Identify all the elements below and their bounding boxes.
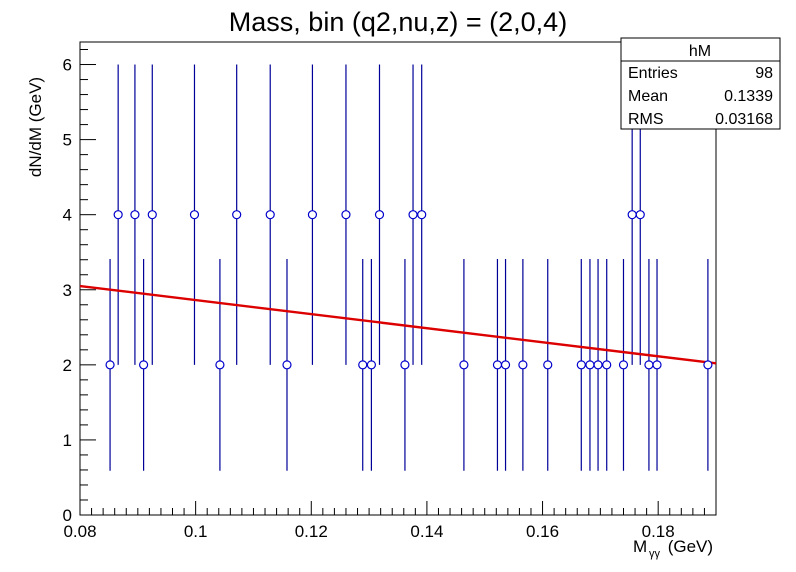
data-point [366, 360, 377, 370]
data-point [644, 360, 654, 370]
data-point [576, 360, 586, 370]
stats-rms-label: RMS [628, 111, 664, 128]
data-point [459, 360, 469, 370]
y-tick-label: 5 [63, 131, 72, 150]
data-point [627, 210, 637, 220]
data-point [232, 210, 242, 220]
data-point [543, 360, 553, 370]
x-tick-label: 0.12 [295, 522, 328, 541]
stats-box-title: hM [689, 43, 711, 60]
data-point [400, 360, 410, 370]
x-axis-title: M γγ (GeV) [633, 537, 713, 560]
error-bars [109, 64, 709, 471]
data-point [105, 360, 115, 370]
data-point [113, 210, 123, 220]
stats-rms-value: 0.03168 [715, 111, 773, 128]
y-tick-label: 0 [63, 506, 72, 525]
y-axis: 0 1 2 3 4 5 6 [63, 49, 96, 525]
x-tick-label: 0.08 [63, 522, 96, 541]
stats-entries-label: Entries [628, 65, 678, 82]
data-point [282, 360, 292, 370]
x-tick-label: 0.16 [526, 522, 559, 541]
data-point [602, 360, 612, 370]
data-point [703, 360, 713, 370]
data-point [500, 360, 511, 370]
data-point [215, 360, 225, 370]
data-point [374, 210, 385, 220]
chart-title: Mass, bin (q2,nu,z) = (2,0,4) [229, 7, 567, 37]
y-tick-label: 1 [63, 431, 72, 450]
data-point [307, 210, 318, 220]
data-point [358, 360, 368, 370]
y-tick-label: 6 [63, 56, 72, 75]
data-point [408, 210, 418, 220]
data-points [105, 210, 713, 370]
stats-mean-value: 0.1339 [724, 88, 773, 105]
y-tick-label: 4 [63, 206, 72, 225]
fit-line [79, 284, 717, 365]
x-tick-label: 0.14 [410, 522, 443, 541]
data-point [585, 360, 595, 370]
fit-curve [79, 284, 717, 365]
data-point [618, 360, 629, 370]
data-point [593, 360, 603, 370]
y-tick-label: 3 [63, 281, 72, 300]
x-axis-title-main: M [633, 537, 647, 556]
x-tick-label: 0.1 [184, 522, 208, 541]
stats-box: hM Entries 98 Mean 0.1339 RMS 0.03168 [620, 37, 781, 130]
data-point [652, 360, 662, 370]
data-point [189, 210, 200, 220]
data-point [518, 360, 528, 370]
y-tick-label: 2 [63, 356, 72, 375]
x-axis-title-unit: (GeV) [663, 537, 713, 556]
data-point [635, 210, 645, 220]
x-axis: 0.08 0.1 0.12 0.14 0.16 0.18 [63, 501, 717, 541]
data-point [341, 210, 351, 220]
y-axis-title: dN/dM (GeV) [26, 77, 45, 177]
data-point [139, 360, 149, 370]
data-point [265, 210, 275, 220]
data-point [147, 210, 157, 220]
data-point [492, 360, 503, 370]
stats-box-frame [620, 37, 781, 130]
stats-entries-value: 98 [755, 65, 773, 82]
data-point [130, 210, 140, 220]
plot-frame [79, 41, 717, 516]
x-tick-label: 0.18 [642, 522, 675, 541]
stats-mean-label: Mean [628, 88, 668, 105]
x-axis-title-subscript: γγ [649, 548, 661, 560]
data-point [417, 210, 427, 220]
